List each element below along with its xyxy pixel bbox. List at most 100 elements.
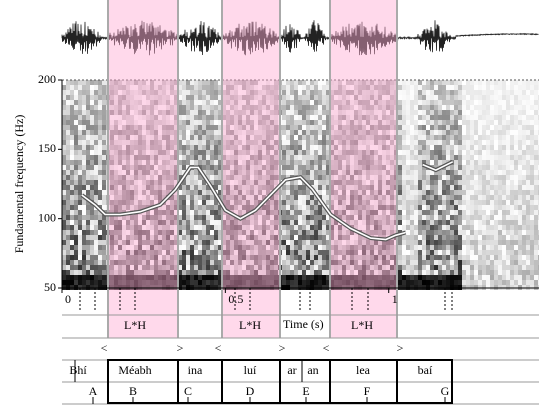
spectrogram-cell	[506, 110, 510, 115]
spectrogram-cell	[62, 140, 66, 145]
spectrogram-cell	[366, 180, 370, 185]
spectrogram-cell	[438, 240, 442, 245]
spectrogram-cell	[458, 170, 462, 175]
spectrogram-cell	[66, 95, 70, 100]
spectrogram-cell	[210, 230, 214, 235]
spectrogram-cell	[198, 125, 202, 130]
spectrogram-cell	[326, 95, 330, 100]
spectrogram-cell	[386, 205, 390, 210]
spectrogram-cell	[430, 160, 434, 165]
spectrogram-cell	[258, 145, 262, 150]
spectrogram-cell	[102, 115, 106, 120]
spectrogram-cell	[86, 205, 90, 210]
spectrogram-cell	[210, 195, 214, 200]
spectrogram-cell	[398, 130, 402, 135]
spectrogram-cell	[462, 225, 466, 230]
spectrogram-cell	[362, 220, 366, 225]
spectrogram-cell	[458, 250, 462, 255]
spectrogram-cell	[114, 255, 118, 260]
spectrogram-cell	[222, 140, 226, 145]
spectrogram-cell	[526, 150, 530, 155]
spectrogram-cell	[230, 205, 234, 210]
spectrogram-cell	[478, 205, 482, 210]
spectrogram-cell	[402, 255, 406, 260]
spectrogram-cell	[470, 170, 474, 175]
spectrogram-cell	[110, 150, 114, 155]
spectrogram-cell	[382, 200, 386, 205]
spectrogram-cell	[62, 150, 66, 155]
spectrogram-cell	[434, 195, 438, 200]
spectrogram-cell	[282, 250, 286, 255]
spectrogram-cell	[226, 135, 230, 140]
spectrogram-cell	[290, 230, 294, 235]
spectrogram-cell	[338, 170, 342, 175]
spectrogram-cell	[282, 120, 286, 125]
spectrogram-cell	[226, 185, 230, 190]
spectrogram-cell	[98, 120, 102, 125]
spectrogram-cell	[474, 80, 478, 85]
spectrogram-cell	[62, 260, 66, 265]
spectrogram-cell	[118, 265, 122, 270]
spectrogram-cell	[434, 210, 438, 215]
spectrogram-cell	[454, 100, 458, 105]
spectrogram-cell	[258, 220, 262, 225]
spectrogram-cell	[130, 145, 134, 150]
spectrogram-cell	[374, 90, 378, 95]
spectrogram-cell	[82, 200, 86, 205]
spectrogram-cell	[262, 120, 266, 125]
spectrogram-cell	[266, 135, 270, 140]
spectrogram-cell	[94, 210, 98, 215]
spectrogram-cell	[494, 165, 498, 170]
spectrogram-cell	[82, 245, 86, 250]
spectrogram-cell	[178, 120, 182, 125]
spectrogram-cell	[294, 210, 298, 215]
spectrogram-cell	[482, 280, 486, 285]
spectrogram-cell	[326, 200, 330, 205]
spectrogram-cell	[74, 120, 78, 125]
spectrogram-cell	[162, 215, 166, 220]
spectrogram-cell	[258, 240, 262, 245]
spectrogram-cell	[110, 260, 114, 265]
spectrogram-cell	[490, 255, 494, 260]
spectrogram-cell	[454, 165, 458, 170]
spectrogram-cell	[454, 270, 458, 275]
spectrogram-cell	[174, 250, 178, 255]
spectrogram-cell	[274, 240, 278, 245]
spectrogram-cell	[350, 175, 354, 180]
spectrogram-cell	[306, 135, 310, 140]
spectrogram-cell	[334, 220, 338, 225]
spectrogram-cell	[258, 115, 262, 120]
spectrogram-cell	[190, 130, 194, 135]
spectrogram-cell	[210, 155, 214, 160]
spectrogram-cell	[494, 80, 498, 85]
spectrogram-cell	[206, 120, 210, 125]
spectrogram-cell	[206, 155, 210, 160]
spectrogram-cell	[202, 280, 206, 285]
spectrogram-cell	[150, 135, 154, 140]
spectrogram-cell	[126, 215, 130, 220]
spectrogram-cell	[218, 265, 222, 270]
spectrogram-cell	[402, 235, 406, 240]
spectrogram-cell	[338, 185, 342, 190]
spectrogram-cell	[138, 140, 142, 145]
spectrogram-cell	[154, 140, 158, 145]
spectrogram-cell	[162, 120, 166, 125]
spectrogram-cell	[266, 255, 270, 260]
spectrogram-cell	[306, 250, 310, 255]
spectrogram-cell	[414, 150, 418, 155]
spectrogram-cell	[450, 220, 454, 225]
spectrogram-cell	[214, 125, 218, 130]
spectrogram-cell	[310, 200, 314, 205]
spectrogram-cell	[94, 200, 98, 205]
spectrogram-cell	[338, 135, 342, 140]
spectrogram-cell	[194, 245, 198, 250]
spectrogram-cell	[354, 160, 358, 165]
spectrogram-cell	[426, 80, 430, 85]
spectrogram-cell	[526, 240, 530, 245]
spectrogram-cell	[482, 120, 486, 125]
spectrogram-cell	[270, 135, 274, 140]
spectrogram-cell	[158, 145, 162, 150]
spectrogram-cell	[166, 95, 170, 100]
spectrogram-cell	[318, 165, 322, 170]
spectrogram-cell	[230, 265, 234, 270]
